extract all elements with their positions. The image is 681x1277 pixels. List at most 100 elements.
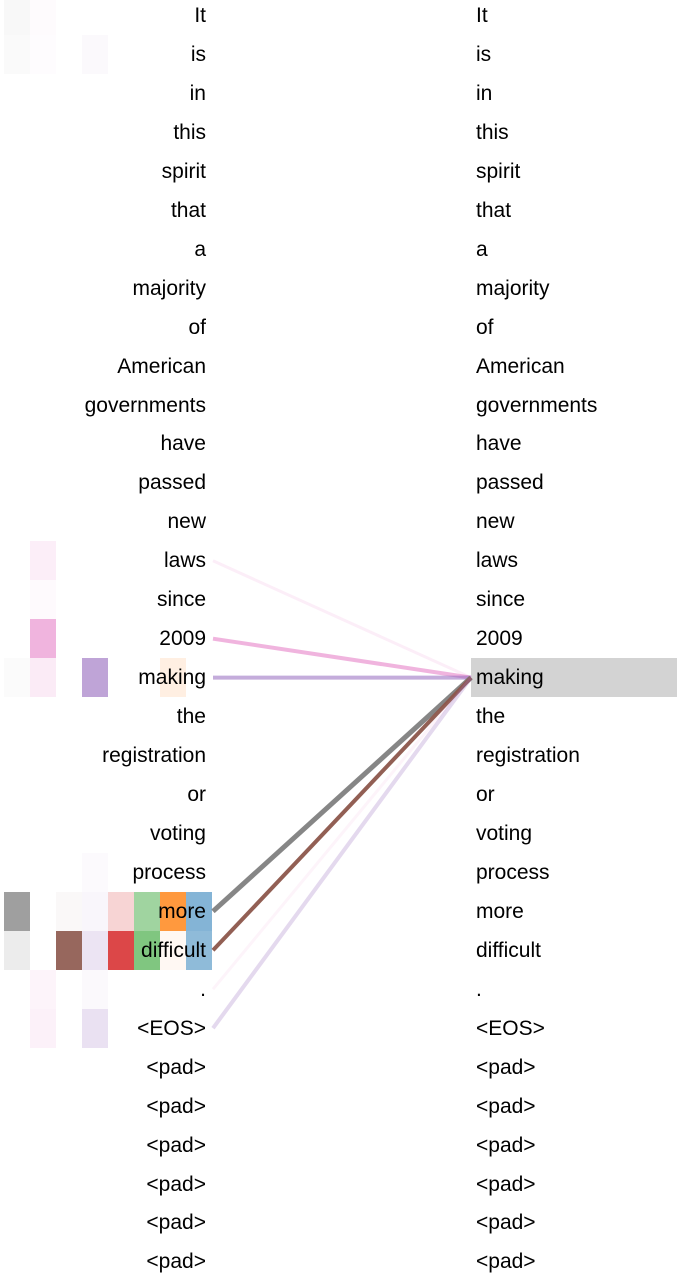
left-token[interactable]: of — [188, 315, 206, 339]
right-token[interactable]: that — [476, 198, 512, 222]
right-token[interactable]: <pad> — [476, 1250, 536, 1274]
head-attention-cell — [160, 891, 186, 931]
head-attention-cell — [82, 1008, 108, 1048]
head-attention-cell — [30, 969, 56, 1009]
left-token[interactable]: <pad> — [146, 1211, 206, 1235]
attention-line — [212, 636, 472, 680]
left-token[interactable]: <pad> — [146, 1133, 206, 1157]
head-attention-cell — [30, 619, 56, 659]
right-token[interactable]: or — [476, 783, 495, 806]
head-attention-cell — [108, 891, 134, 931]
left-token[interactable]: this — [173, 120, 206, 144]
attention-line — [212, 559, 472, 679]
head-attention-cell — [82, 891, 108, 931]
left-token[interactable]: American — [117, 354, 206, 378]
right-token[interactable]: <pad> — [476, 1211, 536, 1235]
left-token[interactable]: have — [160, 432, 206, 456]
left-token[interactable]: <pad> — [146, 1094, 206, 1118]
right-token[interactable]: process — [476, 860, 550, 884]
right-token[interactable]: in — [476, 81, 493, 105]
left-token[interactable]: <pad> — [146, 1250, 206, 1274]
right-token[interactable]: governments — [476, 393, 598, 417]
right-token[interactable]: <pad> — [476, 1133, 536, 1157]
head-attention-cell — [4, 891, 30, 931]
left-token[interactable]: making — [138, 666, 206, 690]
right-token[interactable]: more — [476, 899, 524, 923]
right-token[interactable]: American — [476, 354, 565, 378]
head-attention-cell — [56, 930, 82, 970]
head-attention-cell — [160, 930, 186, 970]
attention-line — [211, 675, 473, 914]
head-attention-cell — [4, 930, 30, 970]
left-token[interactable]: 2009 — [159, 627, 206, 651]
head-attention-cell — [4, 34, 30, 74]
left-token[interactable]: registration — [102, 744, 206, 768]
head-attention-cell — [186, 891, 212, 931]
right-token[interactable]: this — [476, 120, 509, 144]
left-token[interactable]: in — [189, 81, 206, 105]
left-token[interactable]: the — [176, 705, 206, 729]
left-token[interactable]: It — [194, 4, 206, 27]
right-token[interactable]: <pad> — [476, 1172, 536, 1196]
head-attention-cell — [82, 969, 108, 1009]
right-token[interactable]: <pad> — [476, 1094, 536, 1118]
left-token[interactable]: <pad> — [146, 1172, 206, 1196]
selected-token-highlight — [471, 658, 677, 698]
left-token[interactable]: is — [190, 42, 206, 66]
head-attention-cell — [30, 658, 56, 698]
right-token[interactable]: since — [476, 588, 526, 612]
left-token[interactable]: since — [156, 588, 206, 612]
head-attention-cell — [134, 930, 160, 970]
head-attention-cell — [82, 930, 108, 970]
right-token[interactable]: voting — [476, 821, 533, 845]
right-token[interactable]: the — [476, 705, 506, 729]
right-token[interactable]: It — [476, 4, 488, 27]
right-token[interactable]: <pad> — [476, 1055, 536, 1079]
left-token[interactable]: <pad> — [146, 1055, 206, 1079]
right-token[interactable]: passed — [476, 471, 544, 495]
head-attention-cell — [134, 891, 160, 931]
head-attention-cell — [82, 658, 108, 698]
head-attention-cell — [82, 34, 108, 74]
right-token[interactable]: a — [476, 237, 488, 261]
left-token[interactable]: or — [187, 783, 206, 806]
right-token[interactable]: making — [476, 666, 544, 690]
left-token[interactable]: a — [194, 237, 206, 261]
attention-line — [211, 676, 473, 991]
right-token[interactable]: of — [476, 315, 494, 339]
head-attention-cell — [108, 930, 134, 970]
head-attention-cell — [186, 930, 212, 970]
right-token[interactable]: <EOS> — [476, 1016, 545, 1040]
left-token[interactable]: governments — [84, 393, 206, 417]
right-token[interactable]: laws — [476, 549, 519, 573]
right-token[interactable]: difficult — [476, 938, 541, 962]
right-token[interactable]: is — [476, 42, 492, 66]
head-attention-cell — [30, 580, 56, 620]
left-token[interactable]: new — [167, 510, 206, 534]
head-attention-cell — [4, 0, 30, 35]
left-token[interactable]: difficult — [141, 938, 206, 962]
left-token[interactable]: majority — [132, 276, 206, 300]
right-token[interactable]: registration — [476, 744, 580, 768]
head-attention-cell — [30, 1008, 56, 1048]
left-token[interactable]: passed — [138, 471, 206, 495]
left-token[interactable]: voting — [149, 821, 206, 845]
head-attention-cell — [56, 891, 82, 931]
right-token[interactable]: spirit — [476, 159, 521, 183]
left-token[interactable]: laws — [163, 549, 206, 573]
right-token[interactable]: have — [476, 432, 522, 456]
right-token[interactable]: new — [476, 510, 515, 534]
right-token[interactable]: majority — [476, 276, 550, 300]
left-token[interactable]: spirit — [161, 159, 206, 183]
right-token[interactable]: . — [476, 977, 482, 1001]
left-token[interactable]: process — [132, 860, 206, 884]
attention-line — [211, 676, 473, 952]
left-token[interactable]: . — [200, 977, 206, 1001]
left-token[interactable]: that — [170, 198, 206, 222]
right-token[interactable]: 2009 — [476, 627, 523, 651]
left-token[interactable]: <EOS> — [137, 1016, 206, 1040]
head-attention-cell — [160, 658, 186, 698]
left-token[interactable]: more — [158, 899, 206, 923]
